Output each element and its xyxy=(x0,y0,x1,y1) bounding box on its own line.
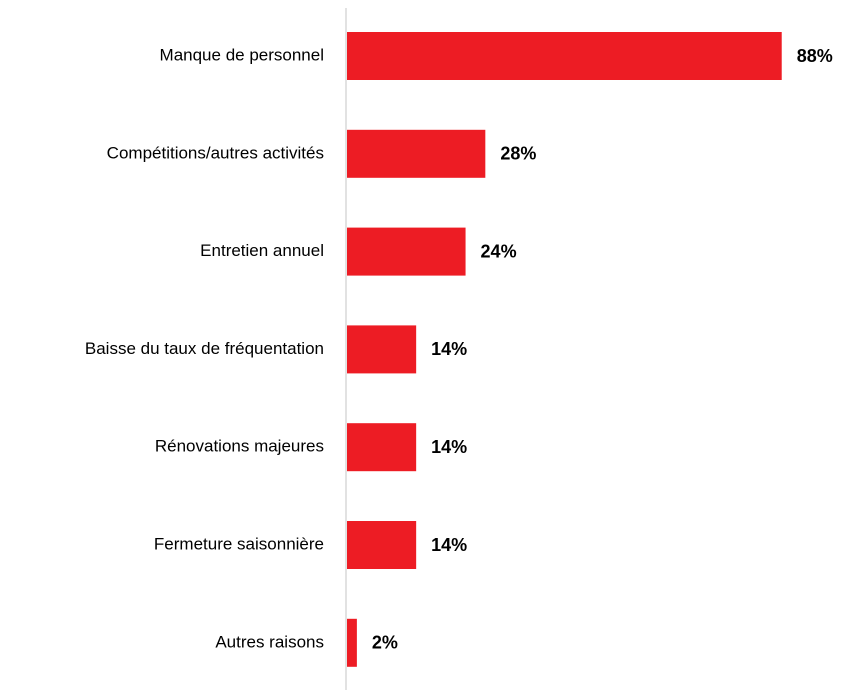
bar xyxy=(347,618,357,667)
bar xyxy=(347,129,486,178)
bar xyxy=(347,325,417,374)
category-label: Autres raisons xyxy=(215,632,324,651)
category-label: Baisse du taux de fréquentation xyxy=(85,339,324,358)
value-label: 28% xyxy=(500,144,536,164)
bar xyxy=(347,521,417,569)
category-label: Fermeture saisonnière xyxy=(154,534,324,553)
value-label: 24% xyxy=(481,241,517,261)
value-label: 14% xyxy=(431,339,467,359)
category-label: Rénovations majeures xyxy=(155,437,324,456)
bar xyxy=(347,32,782,80)
category-label: Manque de personnel xyxy=(160,45,324,64)
value-label: 2% xyxy=(372,633,398,653)
category-label: Entretien annuel xyxy=(200,241,324,260)
value-label: 14% xyxy=(431,535,467,555)
category-label: Compétitions/autres activités xyxy=(107,143,324,162)
value-label: 88% xyxy=(797,46,833,66)
bar xyxy=(347,423,417,472)
value-label: 14% xyxy=(431,437,467,457)
bar xyxy=(347,227,466,276)
